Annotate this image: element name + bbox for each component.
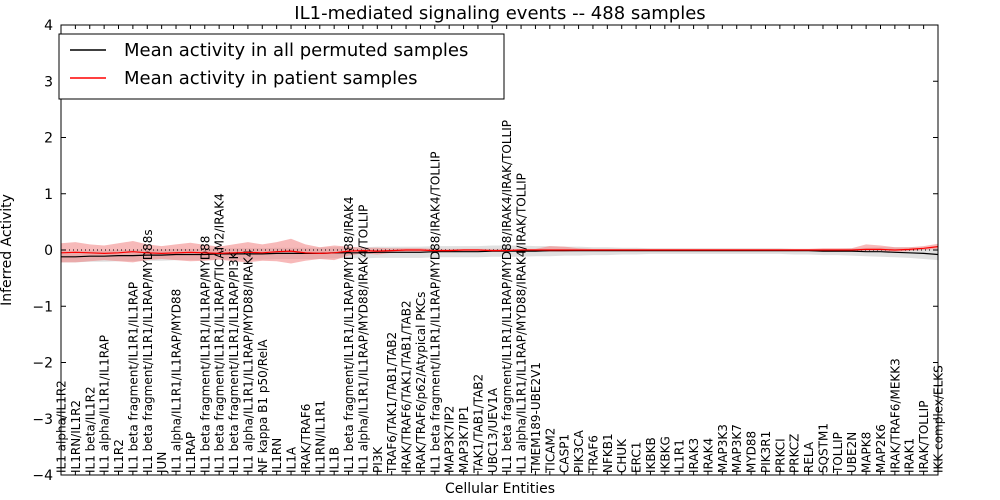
x-tick-label: TAK1/TAB1/TAB2: [471, 374, 485, 474]
x-tick-label: SQSTM1: [817, 423, 831, 473]
x-tick-label: NFKB1: [601, 433, 615, 473]
y-tick-label: 1: [44, 187, 53, 203]
x-tick-label: IL1RN: [270, 438, 284, 473]
chart-title: IL1-mediated signaling events -- 488 sam…: [294, 3, 705, 24]
x-tick-label: IRAK/TRAF6/MEKK3: [888, 358, 902, 473]
x-tick-label: MAP3K7IP1: [457, 406, 471, 473]
x-tick-label: IL1 beta fragment/IL1R1/IL1RAP/MYD88/IRA…: [428, 152, 442, 473]
x-tick-label: MYD88: [745, 431, 759, 473]
legend-label-2: Mean activity in patient samples: [124, 68, 418, 89]
x-tick-label: CASP1: [558, 434, 572, 473]
x-tick-label: MAP3K7IP2: [443, 406, 457, 473]
y-axis-label: Inferred Activity: [0, 194, 15, 306]
plot-frame: [60, 24, 939, 476]
x-tick-label: IL1 alpha/IL1R1/IL1RAP/MYD88/IRAK4/TOLLI…: [356, 205, 370, 473]
series-line-2: [60, 246, 939, 255]
x-tick-label: IL1B: [328, 447, 342, 473]
x-tick-label: TRAF6: [587, 435, 601, 474]
x-tick-label: MAPK8: [860, 432, 874, 473]
x-tick-label: IL1 beta fragment/IL1R1/IL1RAP/MYD88/IRA…: [500, 120, 514, 473]
y-tick-label: 4: [44, 18, 53, 34]
x-tick-label: IL1 beta fragment/IL1R1/IL1RAP/MYD88: [198, 236, 212, 473]
x-tick-label: IL1RAP: [184, 432, 198, 473]
x-axis-label: Cellular Entities: [445, 481, 555, 497]
x-tick-label: IL1 alpha/IL1R1/IL1RAP/MYD88/IRAK4: [241, 250, 255, 473]
x-tick-label: IL1R2: [112, 439, 126, 473]
x-tick-label: PIK3CA: [572, 429, 586, 473]
series-lines: [60, 246, 939, 258]
x-tick-label: IRAK4: [702, 438, 716, 473]
x-tick-label: TRAF6/TAK1/TAB1/TAB2: [385, 332, 399, 474]
x-tick-label: JUN: [155, 452, 169, 474]
x-tick-label: IL1R1: [673, 439, 687, 473]
x-tick-label: IRAK/TRAF6/TAK1/TAB1/TAB2: [400, 300, 414, 473]
y-tick-label: −3: [32, 412, 53, 428]
x-tick-label: UBC13/UEV1A: [486, 387, 500, 473]
x-tick-label: UBE2N: [845, 432, 859, 473]
x-tick-label: RELA: [802, 441, 816, 473]
x-tick-label: IKBKG: [658, 436, 672, 473]
x-tick-label: IL1 alpha/IL1R1/IL1RAP: [98, 335, 112, 473]
x-tick-label: TOLLIP: [831, 432, 845, 474]
x-tick-label: MAP2K6: [874, 424, 888, 473]
x-tick-label: NF kappa B1 p50/RelA: [256, 339, 270, 473]
x-tick-label: ERC1: [630, 442, 644, 473]
x-tick-label: PRKCZ: [788, 434, 802, 473]
x-tick-label: PRKCI: [773, 438, 787, 473]
legend-label-1: Mean activity in all permuted samples: [124, 40, 468, 61]
y-tick-label: −4: [32, 468, 53, 484]
x-tick-label: MAP3K3: [716, 424, 730, 473]
x-tick-label: IL1 alpha/IL1R1/IL1RAP/MYD88/IRAK4/IRAK/…: [515, 173, 529, 473]
x-tick-label: IL1 alpha/IL1R1/IL1RAP/MYD88: [170, 289, 184, 473]
x-tick-label: PI3K: [371, 446, 385, 473]
x-tick-label: IL1A: [285, 446, 299, 473]
x-tick-label: IRAK3: [687, 438, 701, 473]
y-tick-label: −1: [32, 299, 53, 315]
x-tick-label: IRAK1: [903, 438, 917, 473]
x-tick-label: IL1RN/IL1R1: [313, 400, 327, 473]
y-tick-label: −2: [32, 356, 53, 372]
y-tick-label: 2: [44, 131, 53, 147]
x-tick-label: IRAK/TOLLIP: [917, 401, 931, 473]
x-tick-label: IL1 beta/IL1R2: [83, 386, 97, 473]
x-tick-label: TICAM2: [543, 428, 557, 474]
x-tick-label: IRAK/TRAF6: [299, 404, 313, 473]
x-tick-label: TMEM189-UBE2V1: [529, 362, 543, 474]
x-tick-label: PIK3R1: [759, 431, 773, 473]
y-tick-label: 0: [44, 243, 53, 259]
x-axis-ticks: IL1 alpha/IL1R2 IL1RN/IL1R2 IL1 beta/IL1R2…: [55, 25, 946, 475]
x-tick-label: IL1 beta fragment/IL1R1/IL1RAP/MYD88/IRA…: [342, 196, 356, 473]
x-tick-label: IL1 beta fragment/IL1R1/IL1RAP/TICAM2/IR…: [213, 193, 227, 473]
x-tick-label: IL1RN/IL1R2: [69, 400, 83, 473]
x-tick-label: MAP3K7: [730, 424, 744, 473]
x-tick-label: IKBKB: [644, 437, 658, 473]
legend: Mean activity in all permuted samples Mea…: [58, 33, 505, 100]
x-tick-label: IL1 beta fragment/IL1R1/IL1RAP/PI3K: [227, 250, 241, 473]
x-tick-label: CHUK: [615, 438, 629, 473]
legend-box: [58, 33, 505, 100]
x-tick-label: IL1 beta fragment/IL1R1/IL1RAP: [126, 282, 140, 473]
x-tick-label: IRAK/TRAF6/p62/Atypical PKCs: [414, 292, 428, 473]
x-tick-label: IL1 beta fragment/IL1R1/IL1RAP/MYD88s: [141, 229, 155, 473]
y-tick-label: 3: [44, 74, 53, 90]
y-axis-ticks: −4 −3 −2 −1 0 1 2 3 4: [32, 18, 938, 484]
